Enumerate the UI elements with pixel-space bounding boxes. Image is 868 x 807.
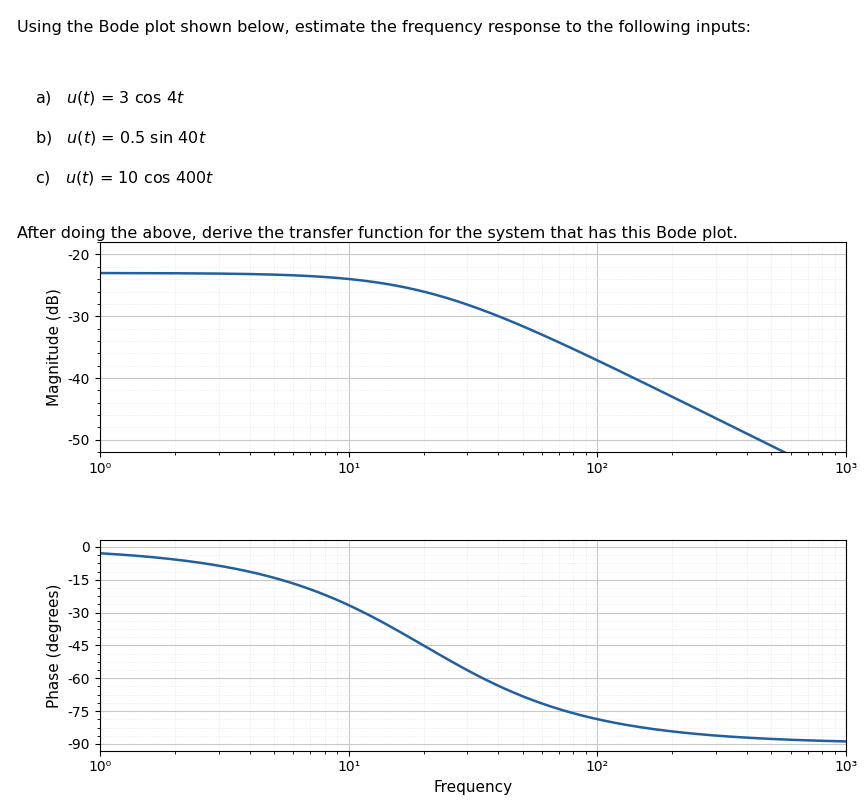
Text: Using the Bode plot shown below, estimate the frequency response to the followin: Using the Bode plot shown below, estimat… bbox=[17, 20, 752, 36]
Y-axis label: Magnitude (dB): Magnitude (dB) bbox=[47, 288, 62, 406]
Text: a)   $u(t)$ = 3 cos 4$t$: a) $u(t)$ = 3 cos 4$t$ bbox=[35, 89, 185, 107]
Text: b)   $u(t)$ = 0.5 sin 40$t$: b) $u(t)$ = 0.5 sin 40$t$ bbox=[35, 129, 207, 147]
X-axis label: Frequency: Frequency bbox=[433, 780, 513, 795]
Y-axis label: Phase (degrees): Phase (degrees) bbox=[47, 583, 62, 708]
Text: c)   $u(t)$ = 10 cos 400$t$: c) $u(t)$ = 10 cos 400$t$ bbox=[35, 169, 214, 187]
Text: After doing the above, derive the transfer function for the system that has this: After doing the above, derive the transf… bbox=[17, 226, 739, 241]
